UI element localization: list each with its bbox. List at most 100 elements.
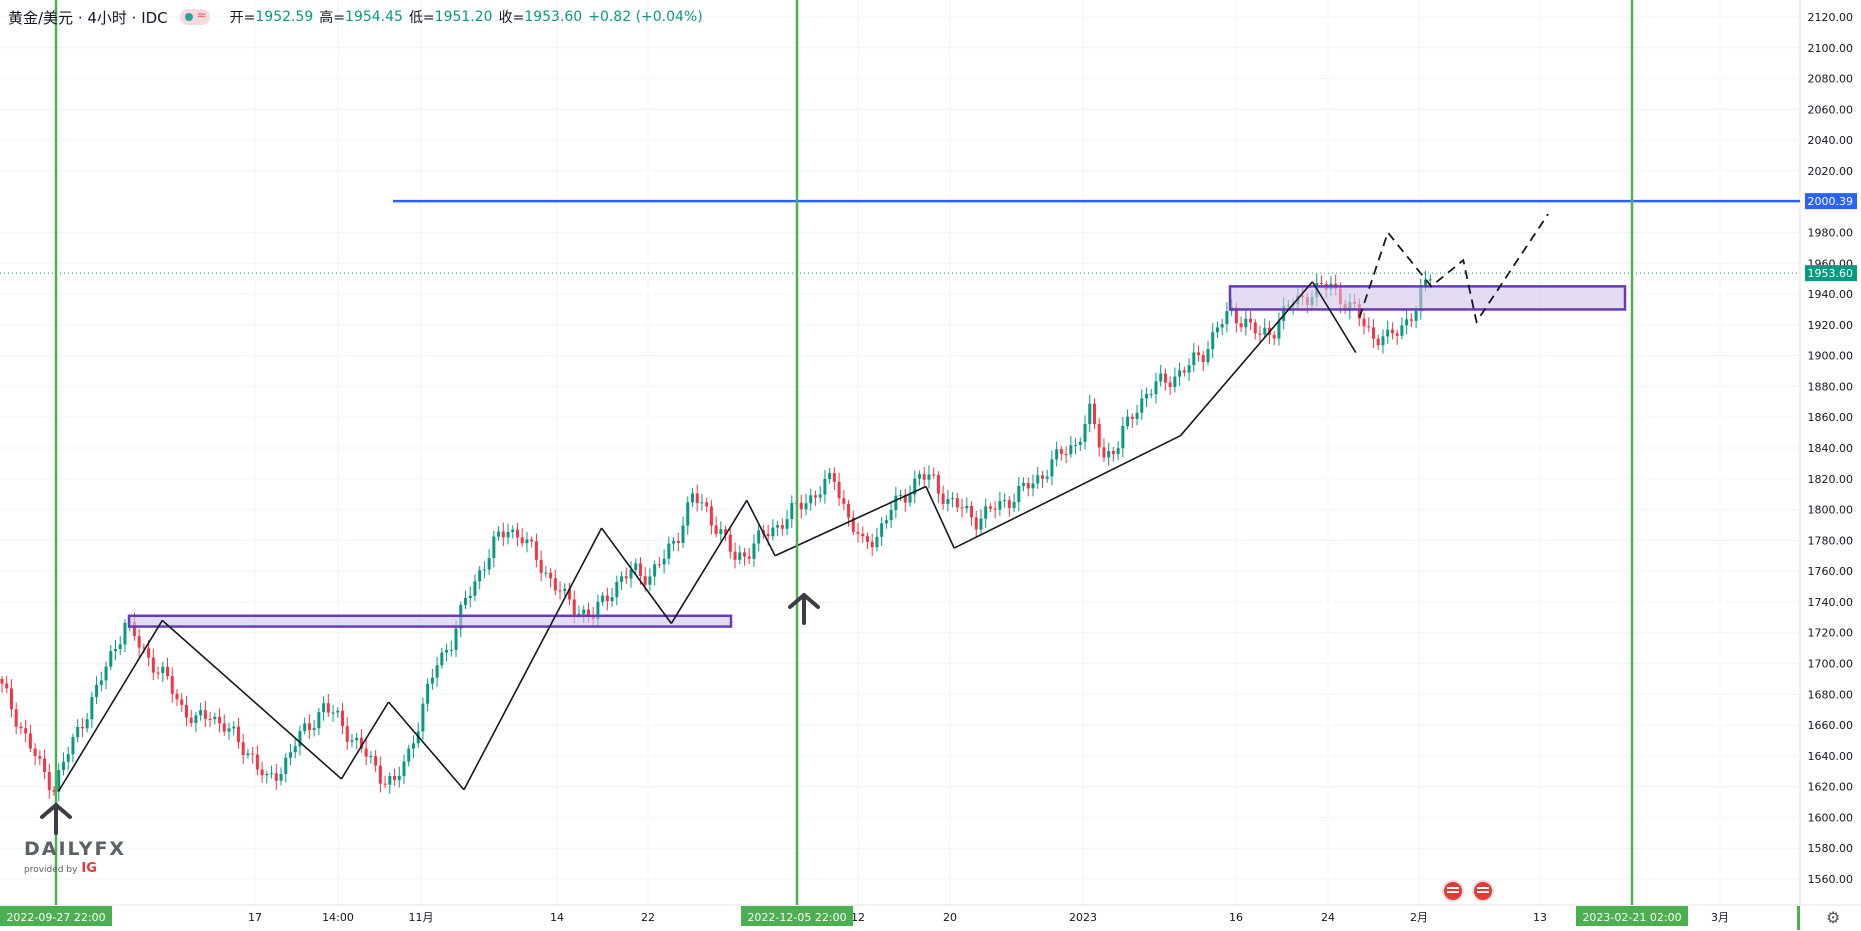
candle — [1405, 319, 1409, 326]
trend-line[interactable] — [1179, 281, 1314, 437]
candle — [818, 494, 822, 498]
candle — [1282, 306, 1286, 321]
trend-line[interactable] — [463, 527, 603, 791]
candle — [1135, 412, 1139, 419]
candle — [998, 500, 1002, 510]
candle — [780, 525, 784, 529]
candle — [790, 502, 794, 520]
candle — [364, 748, 368, 757]
y-tick-label: 1620.00 — [1808, 781, 1854, 794]
candle — [109, 651, 113, 667]
candle — [516, 529, 520, 538]
candle — [993, 508, 997, 510]
candle — [733, 551, 737, 560]
trend-line[interactable] — [925, 486, 955, 549]
candle — [1376, 338, 1380, 346]
resistance-zone[interactable] — [1228, 285, 1627, 311]
candle — [142, 647, 146, 649]
y-tick-label: 1580.00 — [1808, 842, 1854, 855]
candle — [241, 742, 245, 756]
candle — [236, 726, 240, 743]
candle — [842, 498, 846, 504]
candle — [99, 680, 103, 685]
candle — [1263, 327, 1267, 335]
market-status-badge[interactable]: ≈ — [179, 8, 210, 25]
y-tick-label: 1680.00 — [1808, 688, 1854, 701]
candle — [785, 519, 789, 529]
candle — [530, 539, 534, 542]
candle — [568, 588, 572, 600]
y-tick-label: 2120.00 — [1808, 11, 1854, 24]
trend-line[interactable] — [340, 701, 390, 780]
candle — [979, 518, 983, 530]
us-flag-icon[interactable] — [1442, 880, 1464, 902]
candle — [468, 595, 472, 599]
trend-line[interactable] — [57, 619, 163, 792]
y-tick-label: 2060.00 — [1808, 103, 1854, 116]
candle — [638, 563, 642, 577]
trend-line[interactable] — [600, 527, 673, 624]
candle — [520, 537, 524, 544]
candle — [809, 495, 813, 504]
change-value: +0.82 (+0.04%) — [588, 9, 703, 25]
candle — [1173, 376, 1177, 387]
candle — [1178, 370, 1182, 377]
us-flag-icon[interactable] — [1472, 880, 1494, 902]
x-tick-label: 20 — [943, 911, 957, 924]
candle — [837, 481, 841, 499]
candle — [194, 715, 198, 723]
settings-gear-icon[interactable]: ⚙ — [1826, 908, 1841, 927]
candle — [213, 716, 217, 720]
candle — [274, 773, 278, 781]
symbol-title[interactable]: 黄金/美元 · 4小时 · IDC — [8, 8, 168, 27]
candle — [227, 728, 231, 732]
candle — [861, 533, 865, 537]
candle — [184, 704, 188, 718]
candle — [38, 756, 42, 759]
candle — [1381, 336, 1385, 346]
candle — [76, 727, 80, 738]
candle — [941, 493, 945, 504]
candle — [1206, 349, 1210, 363]
candle — [312, 728, 316, 730]
candle — [1097, 424, 1101, 448]
candle — [1390, 329, 1394, 334]
x-tick-label: 12 — [851, 911, 865, 924]
support-zone[interactable] — [127, 614, 733, 628]
candle — [955, 498, 959, 508]
logo-brand: DAILYFX — [24, 838, 127, 860]
y-tick-label: 1700.00 — [1808, 658, 1854, 671]
trend-line[interactable] — [774, 485, 927, 557]
candle — [984, 506, 988, 519]
y-tick-label: 1840.00 — [1808, 442, 1854, 455]
candle — [378, 765, 382, 784]
trend-line[interactable] — [161, 619, 342, 780]
candle — [823, 478, 827, 495]
candle — [393, 775, 397, 780]
candle — [700, 502, 704, 504]
candle — [506, 532, 510, 538]
candle — [1163, 373, 1167, 383]
candle — [71, 737, 75, 755]
trend-line[interactable] — [387, 701, 465, 791]
candle — [355, 737, 359, 741]
candle — [435, 665, 439, 678]
candle — [1395, 333, 1399, 336]
trend-line[interactable] — [670, 499, 748, 624]
candle — [1149, 394, 1153, 396]
candle — [932, 474, 936, 476]
candle — [1428, 279, 1432, 281]
candle — [1055, 449, 1059, 460]
y-tick-label: 1820.00 — [1808, 473, 1854, 486]
y-tick-label: 1600.00 — [1808, 811, 1854, 824]
x-tick-label: 24 — [1321, 911, 1335, 924]
candle — [1192, 352, 1196, 366]
candle — [738, 552, 742, 560]
trend-line[interactable] — [953, 434, 1181, 549]
candle — [927, 474, 931, 480]
candle — [397, 775, 401, 780]
trend-line[interactable] — [1311, 281, 1357, 353]
trend-line[interactable] — [746, 499, 776, 557]
candle — [1215, 327, 1219, 333]
